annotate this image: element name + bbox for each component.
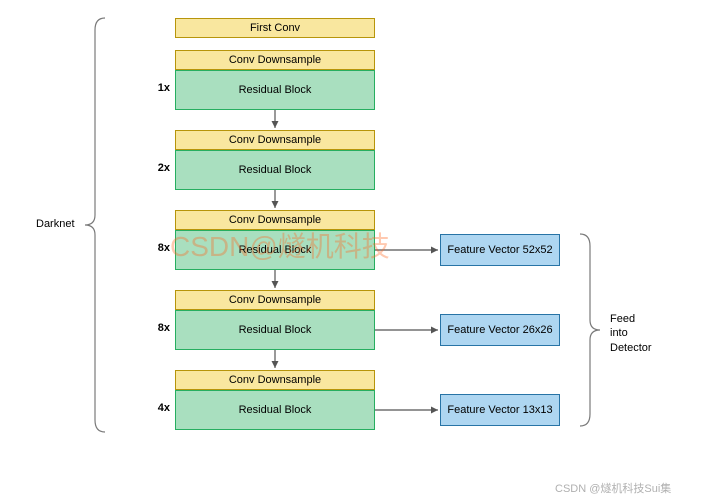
conv-downsample-box: Conv Downsample (175, 50, 375, 70)
stage-mult: 2x (150, 162, 170, 174)
conv-downsample-box: Conv Downsample (175, 370, 375, 390)
feature-vector-box: Feature Vector 26x26 (440, 314, 560, 346)
feature-vector-box: Feature Vector 13x13 (440, 394, 560, 426)
conv-downsample-box: Conv Downsample (175, 130, 375, 150)
residual-block-box: Residual Block (175, 310, 375, 350)
stage-mult: 4x (150, 402, 170, 414)
first-conv-label: First Conv (250, 22, 300, 34)
res-label: Residual Block (239, 324, 312, 336)
conv-label: Conv Downsample (229, 374, 321, 386)
residual-block-box: Residual Block (175, 150, 375, 190)
stage-mult: 1x (150, 82, 170, 94)
res-label: Residual Block (239, 164, 312, 176)
diagram-canvas: First Conv 1x Conv Downsample Residual B… (0, 0, 726, 500)
first-conv-box: First Conv (175, 18, 375, 38)
watermark-footer: CSDN @燧机科技Sui集 (555, 480, 671, 496)
feat-label: Feature Vector 52x52 (447, 244, 552, 256)
feat-label: Feature Vector 13x13 (447, 404, 552, 416)
residual-block-box: Residual Block (175, 70, 375, 110)
res-label: Residual Block (239, 244, 312, 256)
res-label: Residual Block (239, 84, 312, 96)
conv-downsample-box: Conv Downsample (175, 210, 375, 230)
darknet-label: Darknet (36, 218, 75, 230)
stage-mult: 8x (150, 242, 170, 254)
feature-vector-box: Feature Vector 52x52 (440, 234, 560, 266)
feed-detector-label: Feed into Detector (610, 312, 652, 355)
res-label: Residual Block (239, 404, 312, 416)
conv-label: Conv Downsample (229, 134, 321, 146)
residual-block-box: Residual Block (175, 230, 375, 270)
conv-label: Conv Downsample (229, 54, 321, 66)
conv-label: Conv Downsample (229, 214, 321, 226)
conv-label: Conv Downsample (229, 294, 321, 306)
residual-block-box: Residual Block (175, 390, 375, 430)
feed-detector-text: Feed into Detector (610, 313, 652, 354)
conv-downsample-box: Conv Downsample (175, 290, 375, 310)
stage-mult: 8x (150, 322, 170, 334)
feat-label: Feature Vector 26x26 (447, 324, 552, 336)
